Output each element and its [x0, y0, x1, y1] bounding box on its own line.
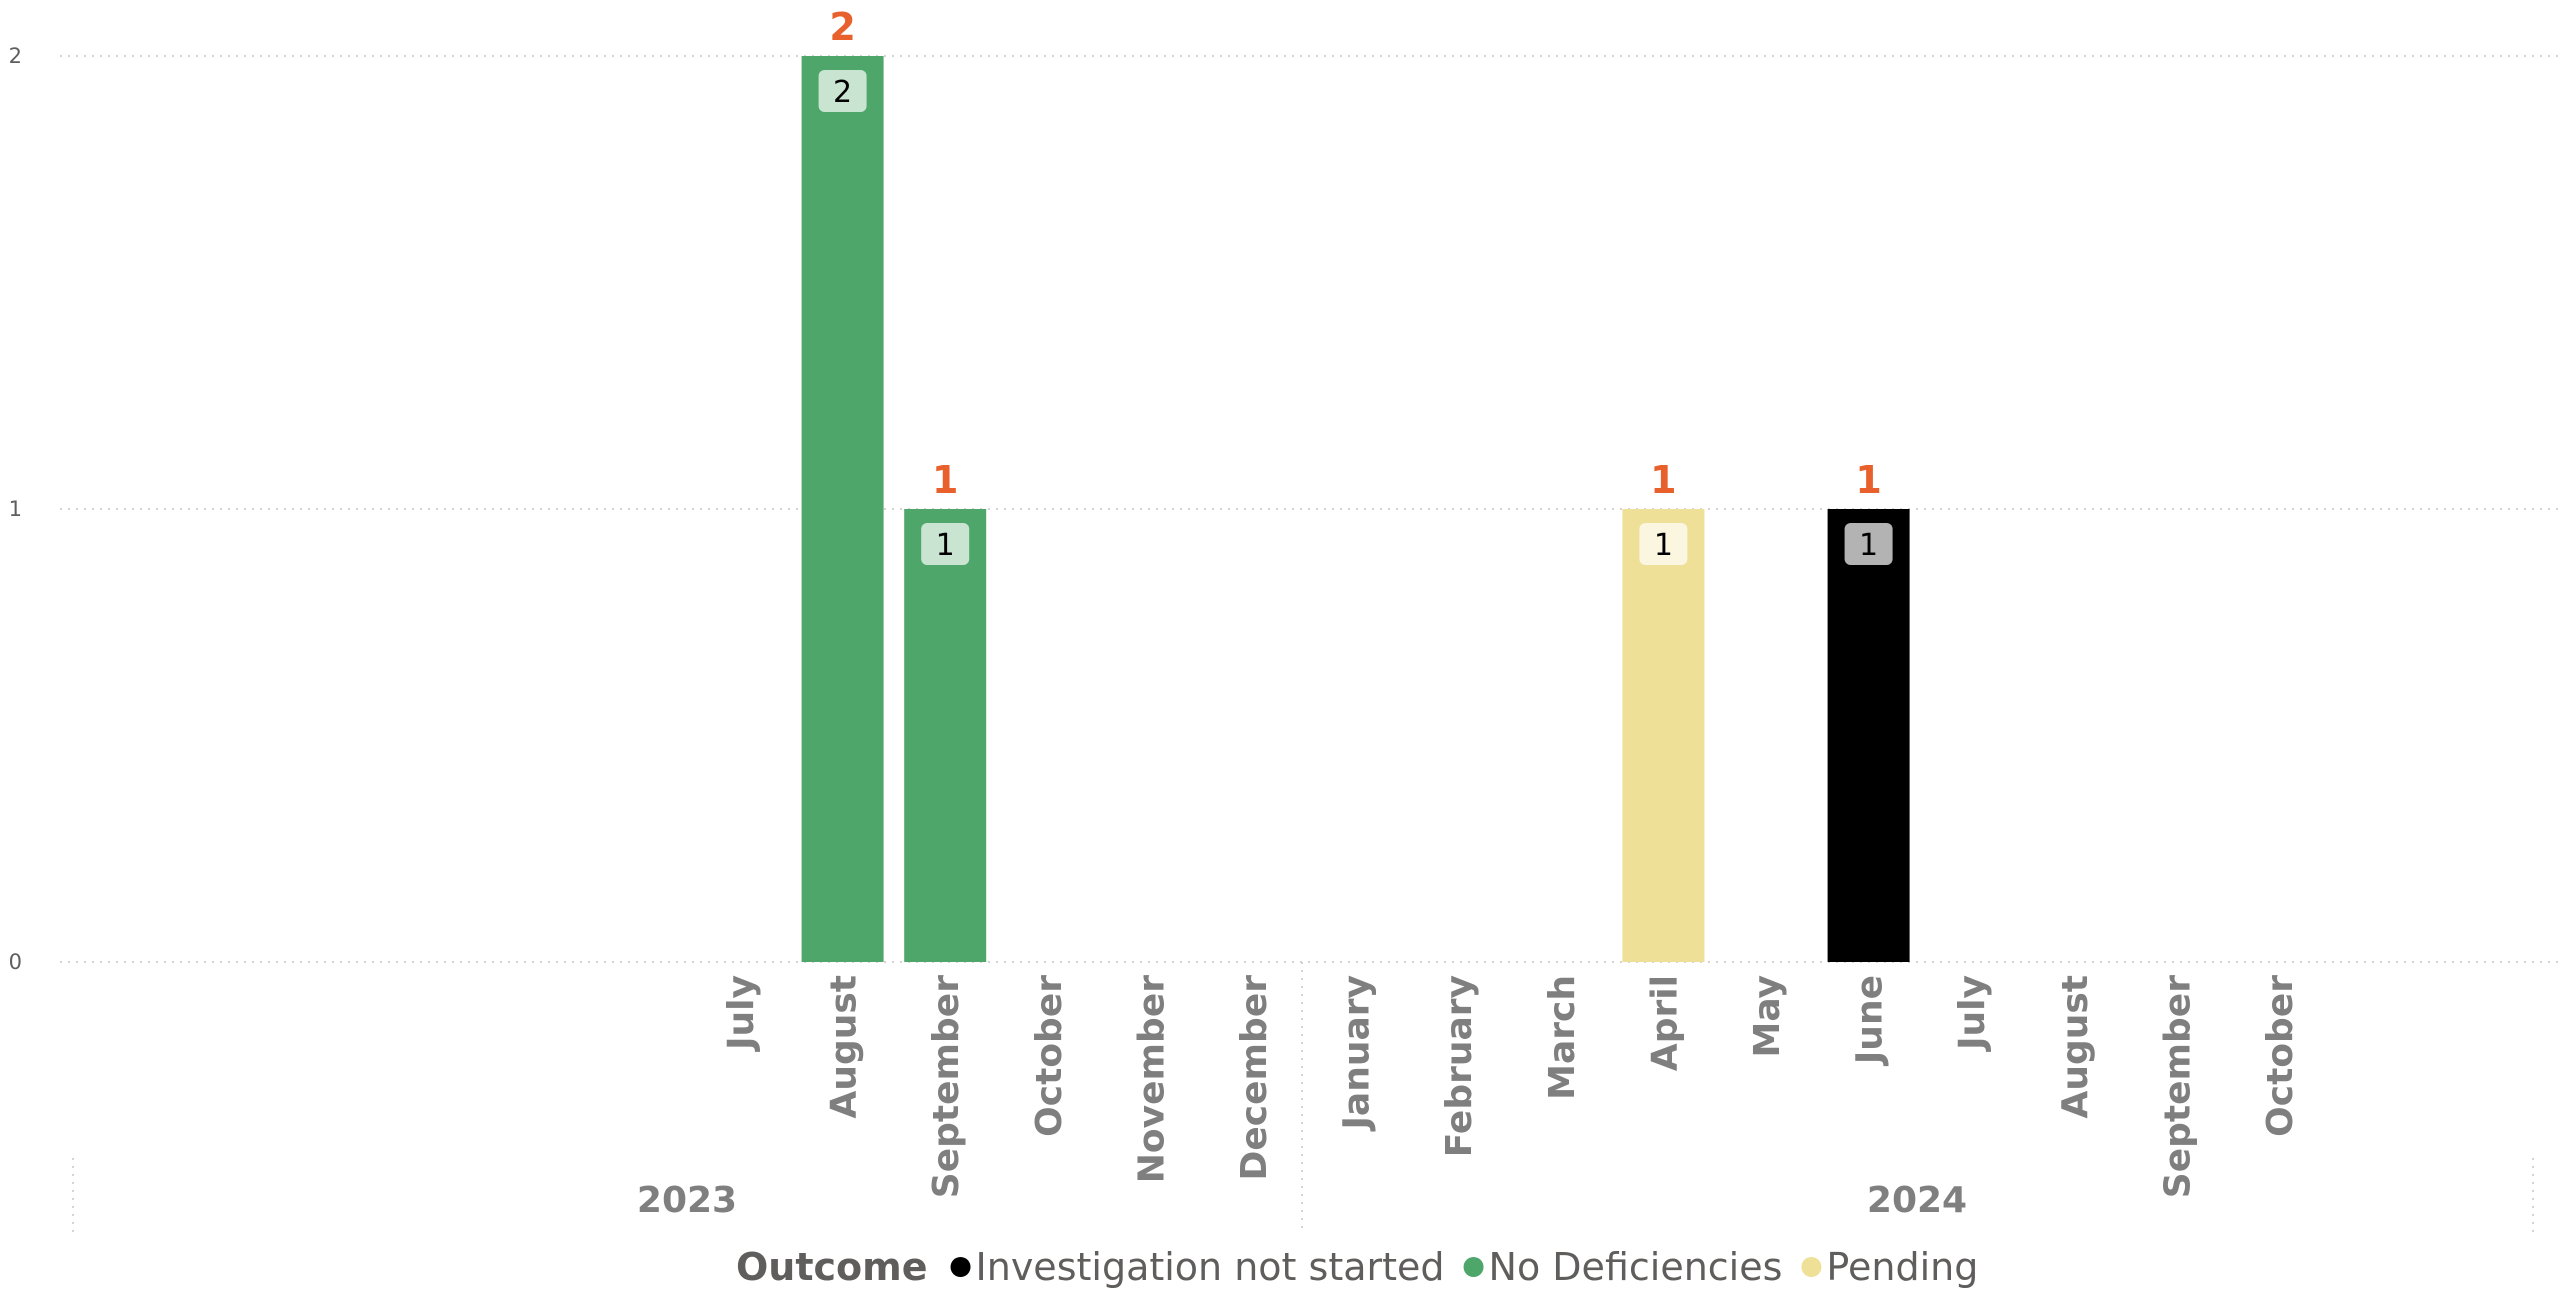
bar-segment: [1622, 509, 1705, 962]
x-tick-label: July: [1952, 975, 1993, 1053]
total-label: 1: [1650, 458, 1676, 502]
bar-segment: [1827, 509, 1910, 962]
x-tick-label: June: [1850, 975, 1891, 1067]
x-tick-label: January: [1337, 975, 1378, 1132]
x-tick-label: September: [2157, 975, 2198, 1198]
legend-marker: [950, 1257, 971, 1277]
x-tick-label: April: [1644, 975, 1685, 1071]
x-tick-label: March: [1542, 975, 1583, 1100]
data-label-background: [818, 70, 867, 112]
total-label: 1: [1855, 458, 1881, 502]
y-tick-label: 2: [9, 44, 22, 68]
y-tick-label: 0: [9, 950, 22, 974]
data-label: 1: [1654, 528, 1673, 563]
legend-item: Investigation not started: [976, 1245, 1445, 1289]
legend-item: No Deficiencies: [1489, 1245, 1783, 1289]
legend-title: Outcome: [736, 1245, 928, 1289]
y-tick-label: 1: [9, 497, 22, 521]
legend-marker: [1463, 1257, 1484, 1277]
x-tick-label: September: [926, 975, 967, 1198]
gridlines: [60, 55, 2560, 963]
x-tick-label: May: [1747, 975, 1788, 1057]
data-label: 2: [833, 75, 852, 110]
x-tick-label: July: [721, 975, 762, 1053]
year-label: 2024: [1867, 1180, 1967, 1221]
legend-marker: [1801, 1257, 1822, 1277]
y-axis: 0 1 2: [9, 44, 22, 974]
bar-segment: [904, 509, 987, 962]
total-label: 2: [829, 5, 855, 49]
year-label: 2023: [637, 1180, 737, 1221]
x-tick-label: October: [1029, 975, 1070, 1137]
bar-segment: [801, 56, 884, 962]
x-tick-label: August: [824, 975, 865, 1119]
x-tick-label: December: [1234, 975, 1275, 1181]
data-label-background: [921, 523, 970, 565]
legend-item: Pending: [1826, 1245, 1978, 1289]
total-label: 1: [932, 458, 958, 502]
data-label: 1: [1859, 528, 1878, 563]
data-label-background: [1844, 523, 1893, 565]
x-tick-label: October: [2260, 975, 2301, 1137]
data-label-background: [1639, 523, 1688, 565]
x-tick-label: November: [1131, 975, 1172, 1183]
x-tick-label: August: [2055, 975, 2096, 1119]
x-tick-label: February: [1439, 975, 1480, 1157]
x-axis: July August September October November Decemb…: [72, 962, 2534, 1232]
legend: Outcome Investigation not started No Defic…: [736, 1245, 1978, 1289]
bars: 2 2 1 1 1 1 1 1: [801, 5, 1910, 962]
data-label: 1: [936, 528, 955, 563]
